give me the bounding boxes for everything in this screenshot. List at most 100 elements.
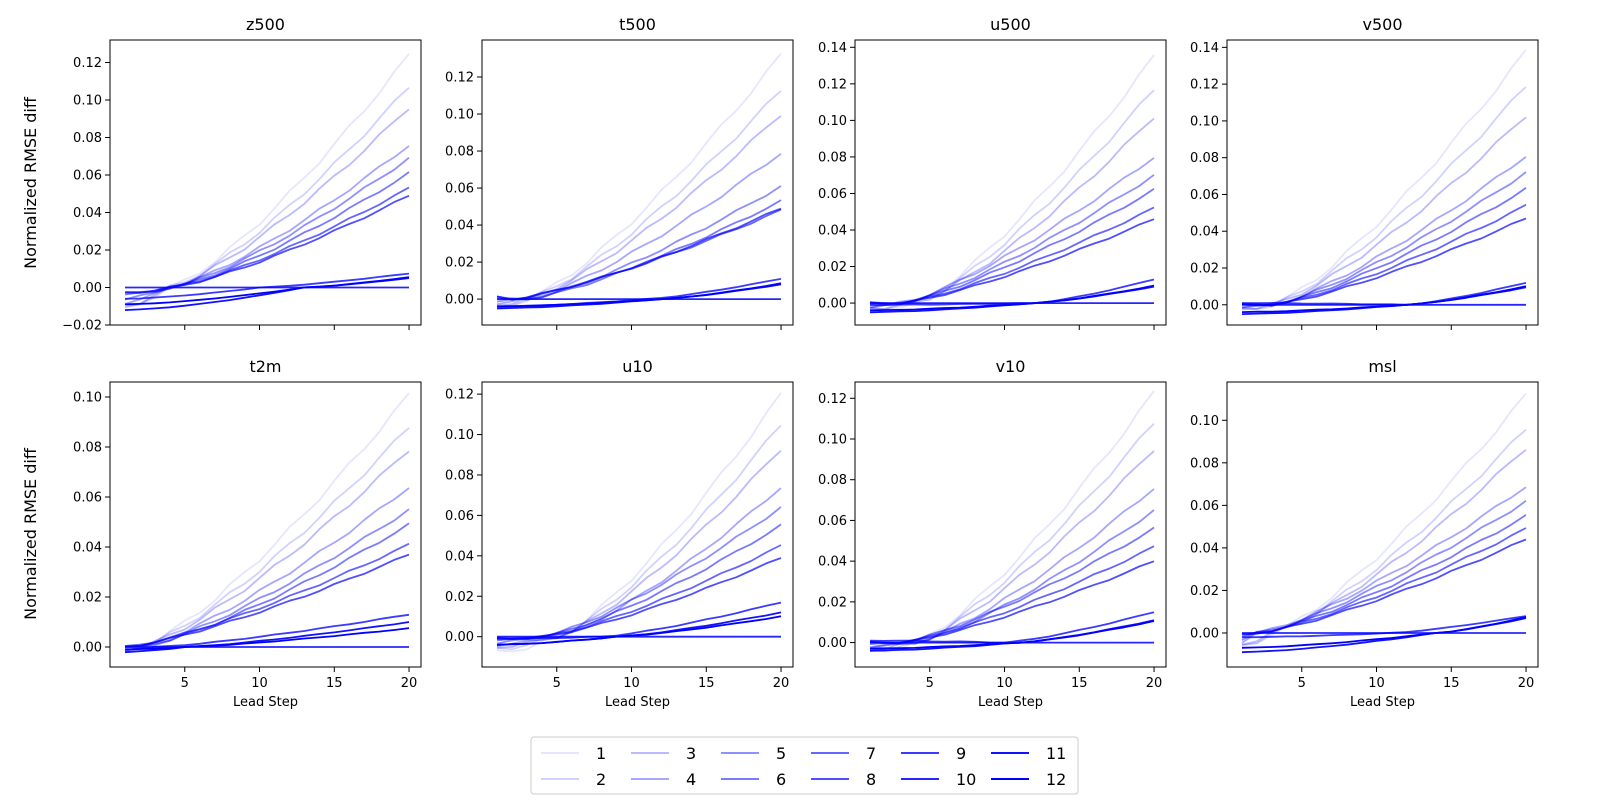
series-line-12 [124, 276, 410, 306]
y-tick-label: 0.12 [818, 392, 847, 407]
y-tick-label: 0.04 [1190, 225, 1219, 240]
legend-label: 6 [776, 770, 786, 789]
series-line-12 [869, 284, 1155, 312]
legend-label: 7 [866, 744, 876, 763]
legend-label: 11 [1046, 744, 1066, 763]
y-tick-label: 0.02 [818, 595, 847, 610]
y-tick-label: 0.04 [818, 555, 847, 570]
series-line-5 [496, 185, 782, 303]
series-line-3 [1241, 449, 1527, 646]
panel-title: u10 [622, 357, 653, 376]
plot-frame [109, 39, 422, 326]
y-tick-label: 0.08 [818, 473, 847, 488]
plot-frame [481, 381, 794, 668]
series-line-4 [496, 487, 782, 648]
x-tick-label: 20 [773, 676, 790, 691]
series-line-11 [869, 619, 1155, 652]
series-line-3 [124, 450, 410, 652]
series-line-9 [869, 611, 1155, 644]
panel-z500: z500 −0.02 0.00 0.02 0.04 0.06 0.08 0.10 0.12 [62, 15, 422, 334]
legend-label: 12 [1046, 770, 1066, 789]
y-tick-label: 0.04 [73, 541, 102, 556]
x-tick-label: 15 [1443, 676, 1460, 691]
y-tick-label: 0.02 [445, 256, 474, 271]
series-line-3 [496, 115, 782, 307]
y-tick-label: 0.04 [73, 206, 102, 221]
x-tick-label: 10 [251, 676, 268, 691]
x-tick-label: 20 [1518, 676, 1535, 691]
x-tick-label: 15 [698, 676, 715, 691]
y-tick-label: 0.06 [818, 187, 847, 202]
legend-item-2: 2 [541, 770, 606, 789]
plot-frame [1226, 381, 1539, 668]
panel-title: v10 [996, 357, 1026, 376]
plot-frame [854, 39, 1167, 326]
legend-label: 9 [956, 744, 966, 763]
y-tick-label: 0.14 [818, 41, 847, 56]
series-line-6 [869, 526, 1155, 645]
y-tick-label: 0.00 [1190, 298, 1219, 313]
series-group [869, 54, 1155, 314]
y-tick-label: 0.08 [73, 131, 102, 146]
series-line-8 [124, 194, 410, 294]
legend-item-8: 8 [811, 770, 876, 789]
panel-title: t500 [619, 15, 656, 34]
series-line-8 [496, 207, 782, 301]
x-tick-label: 5 [181, 676, 189, 691]
series-line-2 [124, 427, 410, 652]
y-tick-label: 0.00 [445, 630, 474, 645]
series-line-2 [496, 90, 782, 307]
y-tick-label: 0.08 [1190, 151, 1219, 166]
x-tick-label: 5 [553, 676, 561, 691]
series-line-12 [1241, 616, 1527, 649]
y-tick-label: 0.10 [818, 433, 847, 448]
series-line-6 [124, 171, 410, 296]
series-line-3 [1241, 116, 1527, 311]
panel-t500: t500 0.00 0.02 0.04 0.06 0.08 0.10 0.12 [445, 15, 794, 330]
series-line-8 [124, 553, 410, 648]
series-line-4 [496, 153, 782, 306]
legend-label: 10 [956, 770, 976, 789]
y-tick-label: 0.06 [73, 491, 102, 506]
y-tick-label: 0.04 [1190, 541, 1219, 556]
y-tick-label: 0.06 [445, 182, 474, 197]
series-line-4 [1241, 486, 1527, 644]
series-line-1 [496, 392, 782, 653]
series-line-3 [869, 450, 1155, 651]
x-axis-label: Lead Step [1350, 695, 1415, 710]
series-line-2 [869, 89, 1155, 311]
series-group [124, 392, 410, 654]
series-line-4 [1241, 156, 1527, 309]
series-line-5 [869, 174, 1155, 309]
panel-v10: v10 0.00 0.02 0.04 0.06 0.08 0.10 0.12 5 10 15 20 Le… [818, 357, 1167, 710]
x-tick-label: 10 [623, 676, 640, 691]
y-tick-label: 0.06 [818, 514, 847, 529]
series-line-8 [1241, 217, 1527, 307]
y-tick-label: 0.10 [445, 108, 474, 123]
y-axis-label-top: Normalized RMSE diff [21, 96, 40, 269]
panel-title: v500 [1362, 15, 1402, 34]
series-line-12 [496, 282, 782, 308]
y-tick-label: 0.10 [73, 391, 102, 406]
legend-item-6: 6 [721, 770, 786, 789]
legend-item-3: 3 [631, 744, 696, 763]
panel-t2m: t2m 0.00 0.02 0.04 0.06 0.08 0.10 5 10 15 20 Lead S… [73, 357, 422, 710]
panel-u500: u500 0.00 0.02 0.04 0.06 0.08 0.10 0.12 0.14 [818, 15, 1167, 330]
series-line-6 [1241, 187, 1527, 307]
legend-label: 5 [776, 744, 786, 763]
x-tick-label: 10 [996, 676, 1013, 691]
plot-frame [854, 381, 1167, 668]
series-group [869, 390, 1155, 653]
series-line-7 [496, 544, 782, 640]
y-tick-label: 0.12 [818, 77, 847, 92]
legend-item-7: 7 [811, 744, 876, 763]
series-line-2 [496, 424, 782, 651]
panels-container: z500−0.020.000.020.040.060.080.100.12t50… [62, 15, 1539, 710]
legend-label: 3 [686, 744, 696, 763]
y-tick-label: 0.06 [445, 509, 474, 524]
series-group [124, 53, 410, 311]
x-tick-label: 15 [1071, 676, 1088, 691]
series-group [496, 392, 782, 653]
x-tick-label: 5 [926, 676, 934, 691]
